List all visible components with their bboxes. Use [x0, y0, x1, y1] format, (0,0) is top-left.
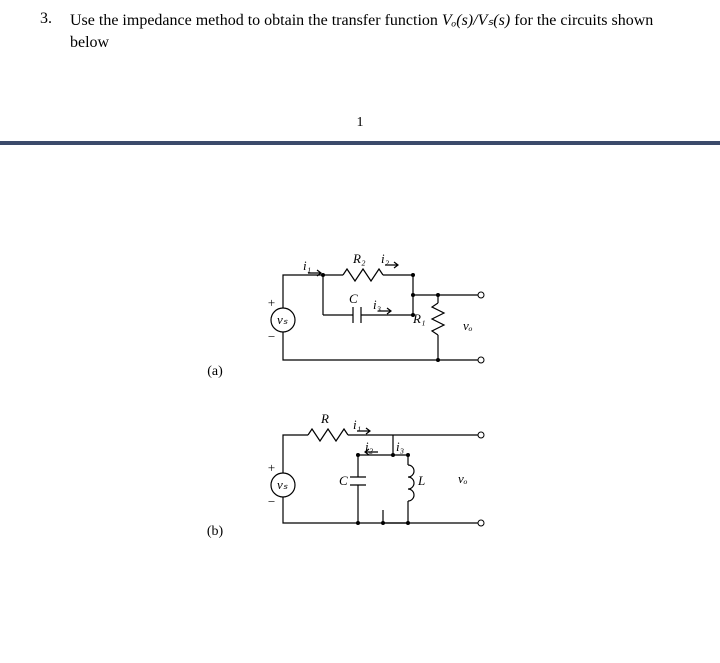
ca-source: vₛ: [277, 312, 288, 327]
problem-number: 3.: [40, 10, 70, 55]
ca-i3: i₃: [373, 297, 381, 312]
circuit-a-block: (a) vₛ + − i₁ R₂ i₂: [207, 245, 513, 385]
cb-i1: i₁: [353, 417, 361, 432]
ca-plus: +: [267, 295, 276, 310]
cb-vo: vₒ: [458, 471, 468, 486]
circuit-a-label: (a): [207, 364, 223, 380]
problem-statement: 3. Use the impedance method to obtain th…: [40, 10, 680, 55]
circuit-a-diagram: vₛ + − i₁ R₂ i₂ C i₃: [253, 245, 513, 385]
cb-l: L: [417, 473, 425, 488]
problem-text-before: Use the impedance method to obtain the t…: [70, 12, 442, 29]
ca-r1: R₁: [412, 311, 425, 326]
cb-r: R: [320, 411, 329, 426]
cb-plus: +: [267, 460, 276, 475]
cb-c: C: [339, 473, 348, 488]
circuits: (a) vₛ + − i₁ R₂ i₂: [40, 245, 680, 545]
problem-text: Use the impedance method to obtain the t…: [70, 10, 680, 55]
ca-r2: R₂: [352, 251, 366, 266]
page-separator: [0, 141, 720, 145]
circuit-b-diagram: vₛ + − R i₁ i₂ i₃ C: [253, 405, 513, 545]
cb-minus: −: [267, 494, 276, 509]
cb-i3: i₃: [396, 439, 404, 454]
cb-source: vₛ: [277, 477, 288, 492]
ca-c: C: [349, 291, 358, 306]
page-number: 1: [40, 115, 680, 131]
ca-i2: i₂: [381, 251, 390, 266]
transfer-function: Vₒ(s)/Vₛ(s): [442, 12, 510, 29]
ca-i1: i₁: [303, 258, 311, 273]
ca-minus: −: [267, 329, 276, 344]
circuit-b-block: (b) vₛ + − R i₁ i₂ i₃: [207, 405, 513, 545]
ca-vo: vₒ: [463, 318, 473, 333]
circuit-b-label: (b): [207, 524, 223, 540]
